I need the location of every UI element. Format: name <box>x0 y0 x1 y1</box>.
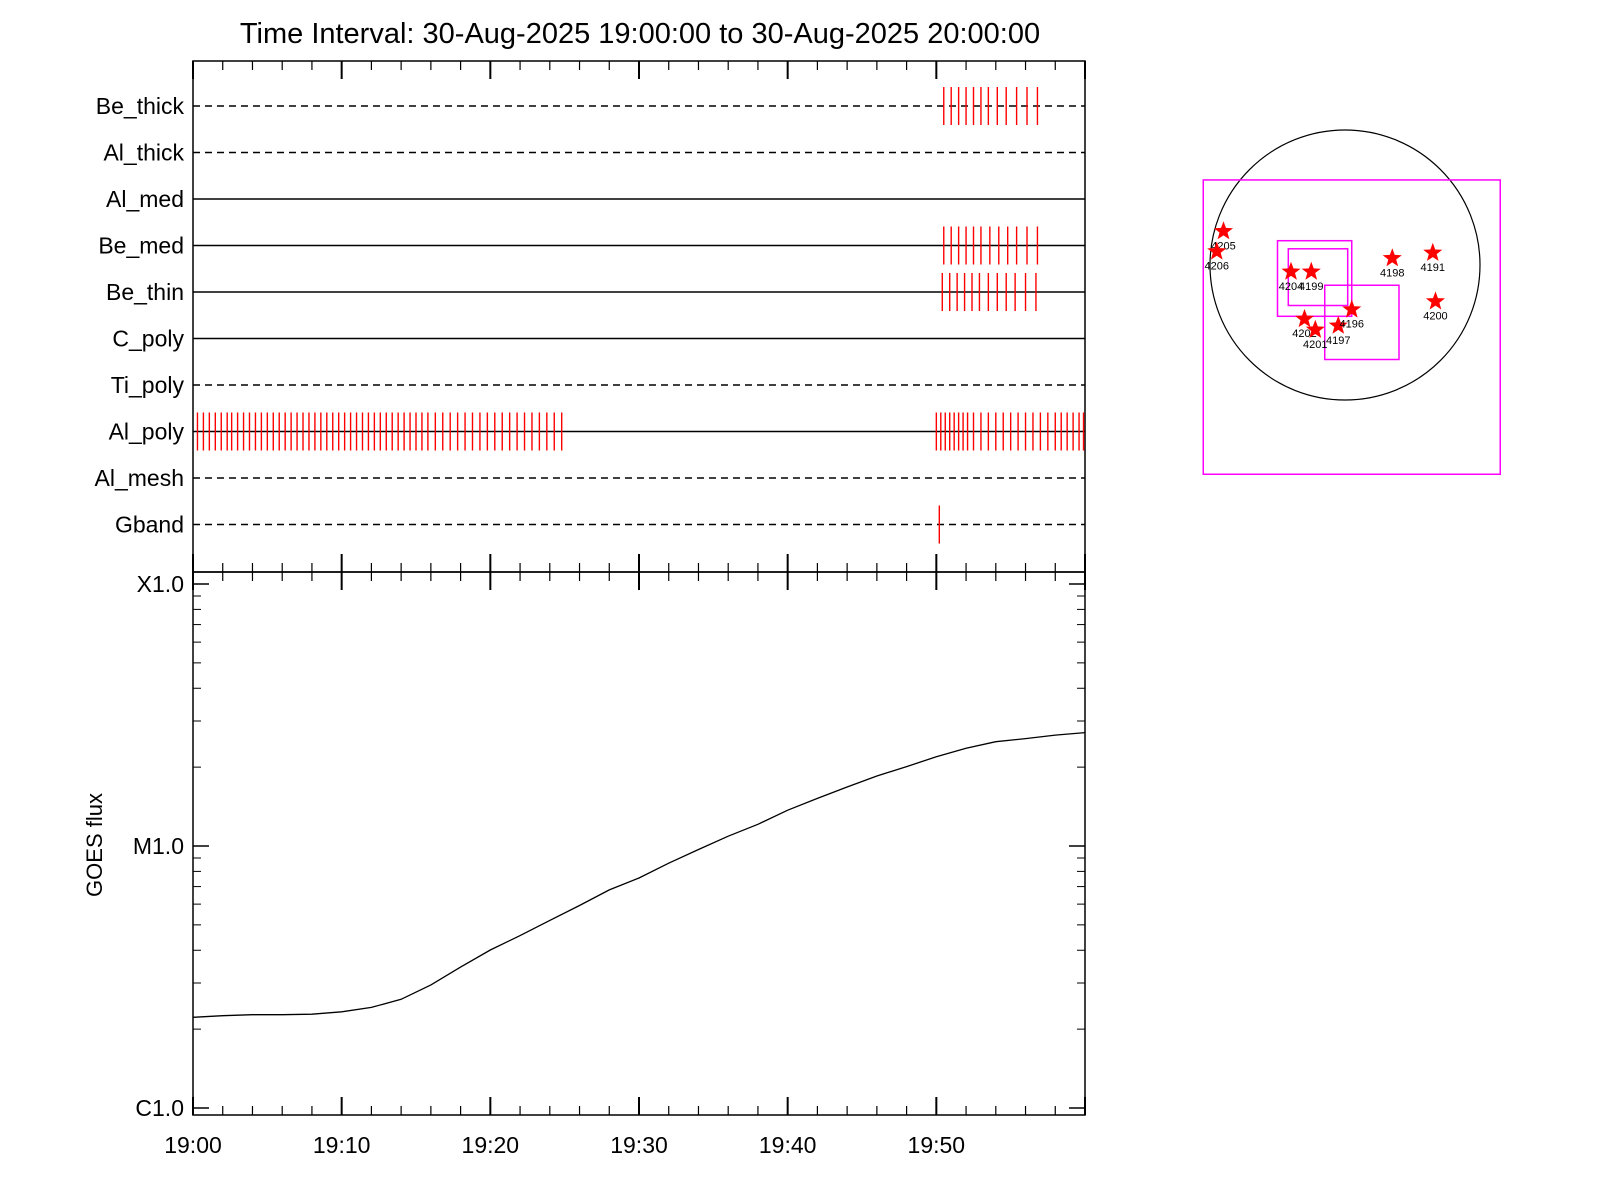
field-of-view-box <box>1287 248 1349 307</box>
region-label: 4197 <box>1326 335 1350 347</box>
active-region: 4206 <box>1205 241 1229 273</box>
active-region: 4191 <box>1421 242 1445 274</box>
channel-row: Al_thick <box>103 140 1085 166</box>
goes-flux-curve <box>192 731 1086 1018</box>
x-tick-label: 19:20 <box>462 1132 520 1158</box>
channel-row: Al_mesh <box>95 465 1085 491</box>
channel-row: Be_thin <box>106 273 1085 311</box>
channel-label: Al_med <box>106 186 184 212</box>
channel-row: Al_med <box>106 186 1085 212</box>
y-tick-label: X1.0 <box>137 571 184 597</box>
field-of-view-box <box>1276 239 1353 318</box>
x-tick-label: 19:50 <box>908 1132 966 1158</box>
region-star-marker <box>1425 291 1445 310</box>
active-region: 4200 <box>1423 291 1448 322</box>
region-star-marker <box>1214 221 1233 240</box>
timeline-frame <box>192 60 1086 573</box>
channel-row: Ti_poly <box>111 372 1085 398</box>
region-star-marker <box>1305 319 1325 338</box>
solar-limb <box>1209 129 1481 401</box>
active-region: 4204 <box>1279 261 1303 293</box>
channel-row: Be_med <box>98 226 1085 265</box>
x-tick-label: 19:10 <box>313 1132 371 1158</box>
field-of-view-box <box>1202 179 1501 475</box>
region-label: 4206 <box>1205 261 1229 273</box>
y-tick-label: C1.0 <box>135 1095 184 1121</box>
channel-row: C_poly <box>112 326 1085 352</box>
region-label: 4198 <box>1380 267 1404 279</box>
region-label: 4199 <box>1299 281 1323 293</box>
goes-flux-panel: 19:00 19:10 19:20 19:30 19:40 19:50 X1.0 M1.0 C1… <box>133 571 1086 1158</box>
channel-row: Al_poly <box>109 412 1085 451</box>
channel-label: Be_med <box>98 233 184 259</box>
x-tick-label: 19:00 <box>164 1132 222 1158</box>
channel-label: Al_mesh <box>95 465 184 491</box>
active-region: 4198 <box>1380 248 1404 279</box>
active-region: 4201 <box>1303 319 1328 351</box>
chart-title: Time Interval: 30-Aug-2025 19:00:00 to 3… <box>240 18 1040 50</box>
active-region: 4197 <box>1326 315 1350 347</box>
region-star-marker <box>1281 261 1301 280</box>
active-region: 4196 <box>1340 299 1364 331</box>
channel-row: Gband <box>115 505 1085 544</box>
region-label: 4201 <box>1303 339 1327 351</box>
region-star-marker <box>1328 315 1348 334</box>
channel-label: Gband <box>115 512 184 538</box>
y-tick-label: M1.0 <box>133 833 184 859</box>
flux-frame <box>192 571 1086 1116</box>
region-label: 4200 <box>1423 310 1447 322</box>
field-of-view-box <box>1324 284 1400 361</box>
region-star-marker <box>1295 309 1314 328</box>
channel-row: Be_thick <box>96 87 1085 125</box>
channel-label: Be_thick <box>96 93 185 119</box>
y-axis-label: GOES flux <box>82 793 107 897</box>
active-region: 4199 <box>1299 261 1323 293</box>
x-tick-label: 19:40 <box>759 1132 817 1158</box>
region-label: 4196 <box>1340 319 1364 331</box>
region-star-marker <box>1382 248 1402 267</box>
region-star-marker <box>1423 242 1443 261</box>
channel-label: Al_thick <box>103 140 184 166</box>
channel-label: Al_poly <box>109 419 185 445</box>
channel-label: Ti_poly <box>111 372 185 398</box>
channel-label: C_poly <box>112 326 184 352</box>
x-tick-label: 19:30 <box>610 1132 668 1158</box>
region-star-marker <box>1207 241 1227 260</box>
region-label: 4204 <box>1279 281 1303 293</box>
region-label: 4191 <box>1421 262 1445 274</box>
exposure-timeline-panel: Be_thick Al_thick Al_med Be_med Be_thin C_pol… <box>95 60 1086 573</box>
region-star-marker <box>1342 299 1362 318</box>
region-star-marker <box>1301 261 1321 280</box>
channel-label: Be_thin <box>106 279 184 305</box>
